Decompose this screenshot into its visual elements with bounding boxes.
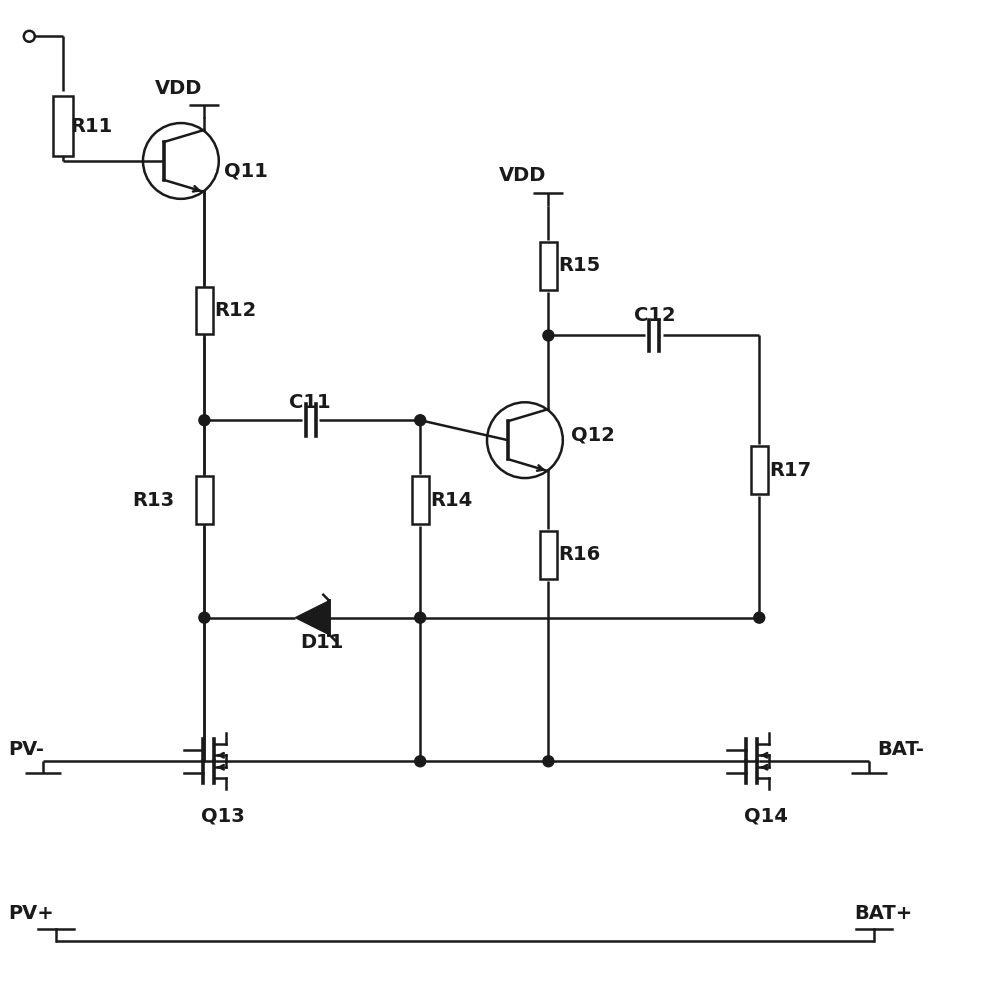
Text: R14: R14 [430, 490, 473, 510]
Text: VDD: VDD [498, 166, 546, 185]
Bar [53, 96, 73, 156]
Bar [196, 476, 213, 524]
Text: Q14: Q14 [745, 807, 788, 826]
Circle shape [543, 756, 554, 767]
Text: C11: C11 [289, 393, 330, 412]
Text: C12: C12 [634, 306, 675, 325]
Bar [540, 242, 557, 290]
Text: R13: R13 [133, 490, 175, 510]
Text: Q11: Q11 [224, 161, 268, 180]
Bar [411, 476, 428, 524]
Text: R17: R17 [769, 461, 811, 480]
Bar [751, 446, 767, 494]
Text: PV-: PV- [8, 740, 45, 759]
Bar [540, 531, 557, 579]
Text: BAT+: BAT+ [854, 904, 912, 923]
Text: BAT-: BAT- [877, 740, 924, 759]
Circle shape [414, 415, 425, 426]
Polygon shape [296, 601, 329, 635]
Text: R11: R11 [70, 117, 113, 136]
Text: VDD: VDD [154, 79, 202, 98]
Circle shape [414, 612, 425, 623]
Text: Q12: Q12 [571, 426, 614, 445]
Text: R12: R12 [215, 301, 256, 320]
Circle shape [199, 612, 210, 623]
Circle shape [199, 415, 210, 426]
Text: Q13: Q13 [201, 807, 244, 826]
Text: D11: D11 [301, 633, 344, 652]
Text: PV+: PV+ [8, 904, 54, 923]
Text: R16: R16 [559, 545, 600, 564]
Circle shape [754, 612, 764, 623]
Text: R15: R15 [559, 256, 600, 275]
Circle shape [543, 330, 554, 341]
Circle shape [414, 756, 425, 767]
Bar [196, 287, 213, 334]
